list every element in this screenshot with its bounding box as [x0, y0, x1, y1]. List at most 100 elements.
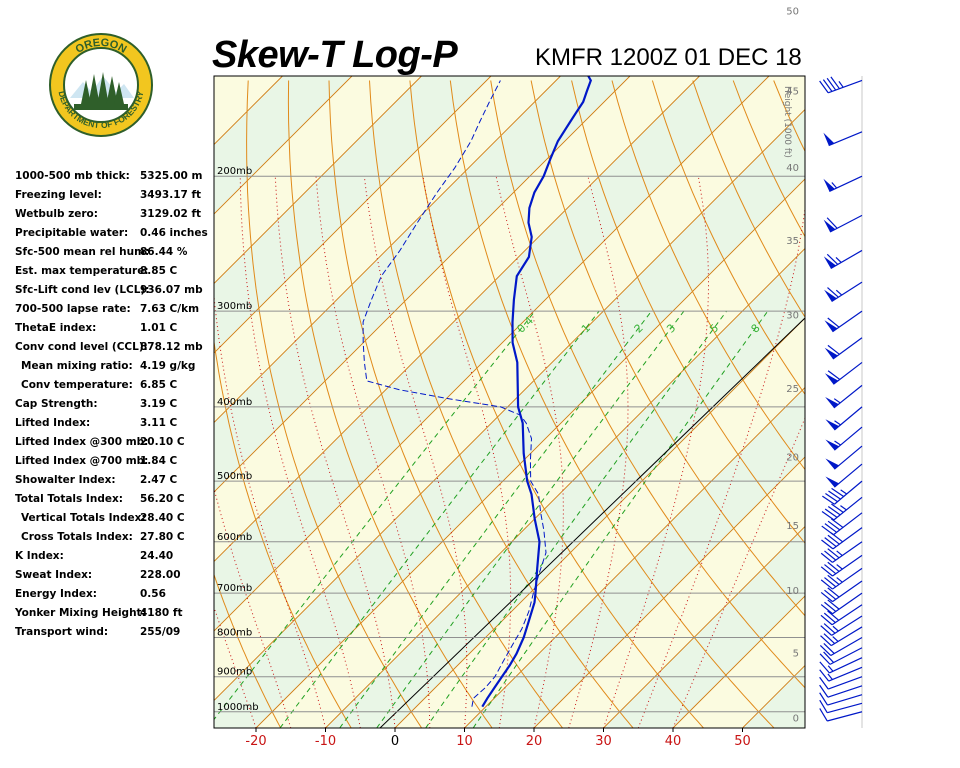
index-value: 24.40 [140, 550, 174, 562]
wind-barb-full [821, 510, 835, 521]
wind-barb-full [819, 684, 829, 698]
isotherm-line [214, 76, 422, 285]
index-value: 878.12 mb [140, 341, 203, 353]
height-tick-label: 35 [786, 236, 799, 247]
x-tick-label: 0 [391, 734, 399, 749]
index-value: 228.00 [140, 569, 181, 581]
wind-barb [819, 636, 863, 657]
wind-barb [819, 666, 863, 682]
height-axis-label: Height (1000 ft) [782, 86, 792, 158]
wind-barb-full [819, 676, 829, 690]
wind-barb-full [819, 669, 830, 682]
pressure-label: 900mb [217, 667, 252, 678]
wind-barb-staff [834, 406, 863, 431]
profiles [362, 76, 593, 708]
index-value: 1.01 C [140, 322, 178, 334]
pressure-label: 500mb [217, 471, 252, 482]
index-label: Lifted Index @300 mb: [15, 436, 149, 448]
mixing-ratio-line [279, 310, 600, 728]
index-value: 56.20 C [140, 493, 185, 505]
wind-barb-flag [825, 439, 840, 451]
wind-barb-staff [833, 512, 863, 536]
x-tick-label: 30 [595, 734, 612, 749]
reference-line [379, 317, 805, 728]
moist-adiabat [637, 204, 805, 728]
isotherm-line [672, 595, 805, 728]
wind-barb-staff [832, 592, 863, 615]
wind-barb-staff [832, 337, 863, 360]
height-tick-label: 45 [786, 86, 799, 97]
wind-barb-staff [832, 567, 863, 590]
height-tick-label: 40 [786, 163, 799, 174]
index-label: Vertical Totals Index: [21, 512, 146, 524]
wind-barb-staff [833, 496, 863, 521]
index-label: Cap Strength: [15, 398, 98, 410]
isotherm-line [214, 76, 561, 424]
wind-barb-staff [832, 527, 863, 550]
station-time-label: KMFR 1200Z 01 DEC 18 [535, 44, 802, 71]
dry-adiabat [111, 81, 210, 729]
wind-barb-staff [834, 426, 863, 451]
wind-barb-half [835, 289, 843, 296]
logo-text-top: OREGON [74, 37, 129, 56]
isotherm-line [394, 317, 805, 728]
x-tick-label: -20 [245, 734, 266, 749]
moist-adiabat [672, 416, 805, 728]
index-value: 20.10 C [140, 436, 185, 448]
index-label: Transport wind: [15, 626, 109, 638]
pressure-label: 700mb [217, 583, 252, 594]
wind-barb [819, 692, 863, 706]
wind-barb-full [823, 623, 836, 634]
index-label: Showalter Index: [15, 474, 116, 486]
wind-barb [820, 554, 863, 577]
index-label: Sfc-500 mean rel hum: [15, 246, 150, 258]
isotherm-line [214, 76, 353, 215]
temperature-profile [481, 76, 593, 708]
wind-barb-flag [823, 256, 837, 269]
height-tick-label: 15 [786, 521, 799, 532]
wind-barb-full [826, 217, 838, 229]
pressure-label: 800mb [217, 628, 252, 639]
mixing-ratio-line [425, 310, 728, 728]
isotherm-line [464, 386, 805, 728]
index-label: Freezing level: [15, 189, 102, 201]
mixing-ratio-line [339, 310, 652, 728]
wind-barb-staff [829, 214, 863, 233]
wind-barb-half [831, 182, 838, 189]
wind-barb [820, 580, 863, 603]
wind-barb [824, 361, 863, 385]
height-tick-label: 30 [786, 311, 799, 322]
index-label: Est. max temperature: [15, 265, 149, 277]
wind-barb-full [823, 651, 835, 663]
wind-barb-full [824, 508, 838, 518]
wind-barb-full [830, 76, 840, 90]
wind-barb-full [827, 534, 840, 545]
wind-barb-staff [829, 657, 863, 674]
wind-barb-staff [828, 666, 863, 682]
index-label: Precipitable water: [15, 227, 129, 239]
wind-barb [824, 310, 863, 333]
wind-barb [823, 131, 863, 147]
wind-barb [820, 615, 863, 636]
wind-barb-full [827, 370, 841, 380]
wind-barb-full [824, 601, 837, 612]
wind-barb-half [834, 420, 841, 426]
wind-barb [819, 647, 863, 665]
wind-barb-full [819, 699, 828, 713]
wind-barbs [819, 76, 863, 722]
index-value: 7.63 C/km [140, 303, 200, 315]
wind-barb-full [823, 612, 836, 623]
wind-barb-full [822, 79, 833, 92]
wind-barb-staff [827, 702, 863, 714]
index-value: 0.56 [140, 588, 166, 600]
wind-barb-half [832, 636, 839, 642]
wind-barb-full [819, 653, 831, 665]
wind-barb [819, 76, 863, 94]
index-value: 27.80 C [140, 531, 185, 543]
wind-barb [823, 175, 863, 192]
wind-barb-full [820, 614, 833, 626]
isotherm-line [325, 247, 805, 728]
index-label: Sfc-Lift cond lev (LCL): [15, 284, 150, 296]
wind-barb-full [821, 525, 834, 536]
wind-barb-flag [823, 178, 835, 192]
